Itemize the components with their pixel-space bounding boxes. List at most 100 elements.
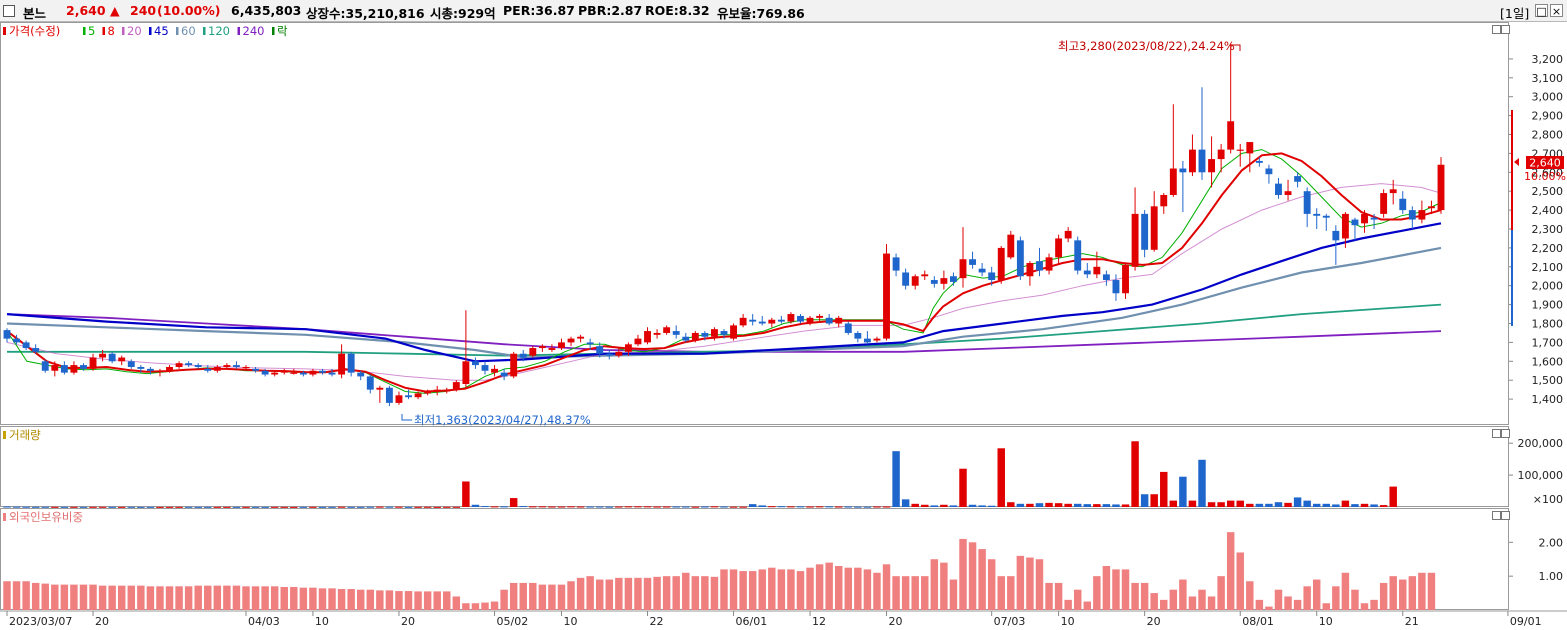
foreign-bar bbox=[376, 590, 384, 610]
x-tick-label: 10 bbox=[1319, 615, 1333, 628]
volume-bar bbox=[1293, 497, 1302, 507]
price-panel-controls[interactable] bbox=[1492, 25, 1510, 34]
foreign-bar bbox=[79, 584, 88, 610]
legend-marker bbox=[3, 431, 6, 439]
volume-bar bbox=[117, 506, 126, 508]
candle-body bbox=[1208, 159, 1216, 173]
candle-body bbox=[892, 257, 900, 271]
volume-bar bbox=[1236, 500, 1244, 507]
foreign-bar bbox=[251, 586, 260, 610]
candle-body bbox=[252, 368, 260, 371]
candle-body bbox=[471, 361, 479, 366]
minimize-icon[interactable] bbox=[1492, 511, 1501, 520]
period-selector[interactable]: [1일] bbox=[1500, 6, 1530, 21]
foreign-bar bbox=[691, 576, 700, 610]
foreign-bar bbox=[1188, 596, 1197, 610]
foreign-bar bbox=[997, 576, 1005, 610]
foreign-bar bbox=[1341, 572, 1350, 610]
foreign-bar bbox=[1255, 599, 1264, 610]
volume-panel-controls[interactable] bbox=[1492, 429, 1510, 438]
foreign-panel-controls[interactable] bbox=[1492, 511, 1510, 520]
market-cap: 시총:929억 bbox=[430, 6, 496, 21]
candle-body bbox=[1112, 280, 1120, 294]
maximize-button[interactable]: □ bbox=[1535, 4, 1548, 18]
candle-body bbox=[988, 272, 996, 281]
volume-bar bbox=[834, 506, 843, 508]
stock-name: 본느 bbox=[23, 6, 47, 21]
foreign-bar bbox=[1217, 576, 1225, 610]
volume-bar bbox=[1064, 503, 1072, 507]
foreign-bar bbox=[1169, 589, 1178, 610]
foreign-bar bbox=[567, 581, 575, 610]
foreign-bar bbox=[1379, 582, 1388, 610]
volume-bar bbox=[854, 506, 862, 508]
candle-body bbox=[1246, 142, 1254, 154]
foreign-bar bbox=[1370, 599, 1378, 610]
close-icon[interactable] bbox=[1501, 429, 1510, 438]
up-arrow-icon: ▲ bbox=[110, 3, 120, 18]
foreign-bar bbox=[768, 567, 776, 610]
candle-body bbox=[1007, 234, 1015, 258]
high-annotation: 최고3,280(2023/08/22),24.24% bbox=[1058, 39, 1235, 53]
close-button[interactable]: × bbox=[1550, 4, 1563, 18]
foreign-bar bbox=[1274, 589, 1283, 610]
minimize-icon[interactable] bbox=[1492, 25, 1501, 34]
foreign-bar bbox=[1150, 593, 1158, 610]
volume-bar bbox=[729, 506, 738, 508]
volume-bar bbox=[643, 506, 652, 508]
foreign-bar bbox=[137, 585, 145, 610]
volume-bar bbox=[1198, 459, 1206, 507]
foreign-bar bbox=[1179, 579, 1187, 610]
candle-body bbox=[3, 330, 11, 339]
candle-body bbox=[1275, 183, 1282, 195]
foreign-bar bbox=[892, 576, 900, 610]
ma-45-line bbox=[6, 222, 1442, 363]
candle-body bbox=[997, 247, 1005, 281]
candle-body bbox=[414, 393, 422, 398]
price-legend: 가격(수정) 5 8 20 45 60 120 240 락 bbox=[3, 24, 288, 38]
foreign-bar bbox=[1026, 557, 1034, 610]
candle-body bbox=[146, 368, 154, 371]
minimize-icon[interactable] bbox=[1492, 429, 1501, 438]
foreign-bar bbox=[98, 585, 107, 610]
float-ratio: 유보율:769.86 bbox=[717, 6, 805, 21]
foreign-bar bbox=[624, 577, 633, 610]
close-icon[interactable] bbox=[1501, 25, 1510, 34]
foreign-bar bbox=[481, 602, 489, 610]
x-tick-label: 05/02 bbox=[497, 615, 529, 628]
candle-body bbox=[1122, 264, 1129, 294]
x-tick-label: 2023/03/07 bbox=[9, 615, 72, 628]
candle-body bbox=[1016, 240, 1024, 277]
foreign-bar bbox=[949, 579, 958, 610]
volume-bar bbox=[1274, 502, 1283, 507]
volume-bar bbox=[815, 506, 824, 508]
volume-bar bbox=[318, 506, 327, 508]
foreign-bar bbox=[462, 603, 470, 610]
foreign-bar bbox=[1083, 601, 1092, 610]
per-value: PER:36.87 bbox=[503, 3, 575, 18]
price-pointer-icon bbox=[1514, 158, 1519, 166]
candle-body bbox=[443, 389, 451, 392]
foreign-bar bbox=[213, 585, 222, 610]
candle-body bbox=[911, 276, 919, 286]
volume-bar bbox=[490, 506, 499, 508]
volume-unit-label: ×100 bbox=[1533, 493, 1563, 506]
volume-bar bbox=[1150, 494, 1158, 507]
foreign-bar bbox=[720, 569, 728, 610]
select-checkbox[interactable] bbox=[3, 5, 15, 17]
foreign-bar bbox=[509, 582, 518, 610]
price-tick-label: 2,000 bbox=[1532, 280, 1564, 293]
volume-bar bbox=[892, 451, 900, 507]
foreign-bar bbox=[806, 567, 814, 610]
close-icon[interactable] bbox=[1501, 511, 1510, 520]
candle-body bbox=[1427, 206, 1435, 209]
volume-bar bbox=[184, 506, 193, 508]
foreign-bar bbox=[1035, 559, 1044, 610]
volume-bar bbox=[1179, 476, 1187, 507]
volume-bar bbox=[22, 506, 30, 508]
volume-bar bbox=[720, 506, 728, 508]
foreign-bar bbox=[223, 585, 231, 610]
foreign-tick-label: 2.00 bbox=[1539, 536, 1564, 549]
volume-bar bbox=[452, 506, 461, 508]
volume-bar bbox=[1379, 505, 1388, 507]
